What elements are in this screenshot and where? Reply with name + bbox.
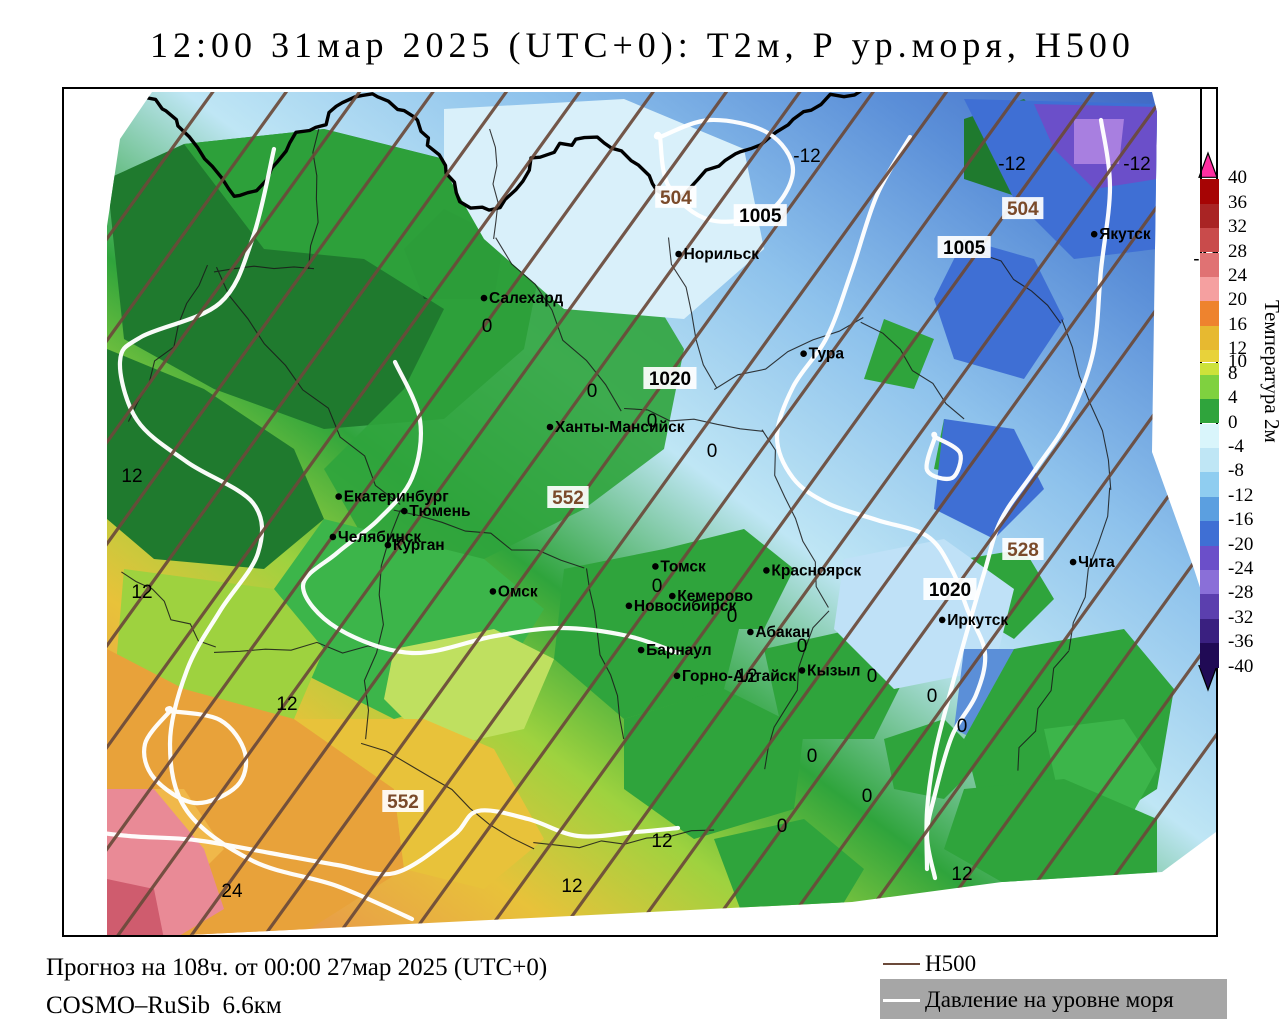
svg-text:552: 552 bbox=[552, 488, 584, 509]
svg-text:Курган: Курган bbox=[393, 537, 445, 554]
svg-text:12: 12 bbox=[951, 864, 972, 885]
svg-text:-12: -12 bbox=[793, 146, 820, 167]
svg-text:552: 552 bbox=[387, 792, 419, 813]
svg-text:Чита: Чита bbox=[1078, 554, 1115, 571]
svg-text:Тура: Тура bbox=[809, 346, 845, 363]
svg-text:1005: 1005 bbox=[739, 206, 782, 227]
svg-text:12: 12 bbox=[276, 694, 297, 715]
svg-text:12: 12 bbox=[131, 582, 152, 603]
svg-text:0: 0 bbox=[587, 381, 598, 402]
svg-text:0: 0 bbox=[862, 786, 873, 807]
svg-text:-12: -12 bbox=[1123, 154, 1150, 175]
svg-text:Барнаул: Барнаул bbox=[646, 642, 711, 659]
svg-text:Иркутск: Иркутск bbox=[947, 612, 1008, 629]
svg-text:Норильск: Норильск bbox=[684, 246, 760, 263]
svg-text:1005: 1005 bbox=[943, 238, 986, 259]
svg-text:0: 0 bbox=[727, 606, 738, 627]
svg-text:0: 0 bbox=[957, 716, 968, 737]
svg-text:528: 528 bbox=[1007, 540, 1039, 561]
svg-text:Салехард: Салехард bbox=[489, 290, 563, 307]
svg-text:0: 0 bbox=[707, 441, 718, 462]
svg-text:Кызыл: Кызыл bbox=[807, 662, 861, 679]
svg-text:Ханты-Мансийск: Ханты-Мансийск bbox=[555, 419, 685, 436]
svg-text:0: 0 bbox=[867, 666, 878, 687]
svg-text:0: 0 bbox=[797, 636, 808, 657]
svg-text:12: 12 bbox=[736, 666, 757, 687]
svg-text:12: 12 bbox=[561, 876, 582, 897]
svg-text:-12: -12 bbox=[998, 154, 1025, 175]
svg-text:0: 0 bbox=[482, 316, 493, 337]
svg-text:12: 12 bbox=[651, 831, 672, 852]
svg-text:12: 12 bbox=[121, 466, 142, 487]
svg-text:504: 504 bbox=[1007, 199, 1039, 220]
svg-text:1020: 1020 bbox=[649, 369, 691, 390]
svg-text:0: 0 bbox=[777, 816, 788, 837]
svg-text:Кемерово: Кемерово bbox=[677, 588, 753, 605]
svg-text:504: 504 bbox=[660, 188, 692, 209]
svg-text:Омск: Омск bbox=[498, 583, 538, 600]
svg-text:Тюмень: Тюмень bbox=[409, 503, 470, 520]
svg-text:1020: 1020 bbox=[929, 580, 971, 601]
svg-text:0: 0 bbox=[652, 576, 663, 597]
svg-text:Томск: Томск bbox=[660, 558, 706, 575]
svg-text:0: 0 bbox=[807, 746, 818, 767]
svg-text:24: 24 bbox=[221, 881, 243, 902]
svg-text:0: 0 bbox=[647, 411, 658, 432]
svg-text:0: 0 bbox=[927, 686, 938, 707]
svg-text:Красноярск: Красноярск bbox=[771, 562, 861, 579]
svg-text:Якутск: Якутск bbox=[1099, 226, 1151, 243]
